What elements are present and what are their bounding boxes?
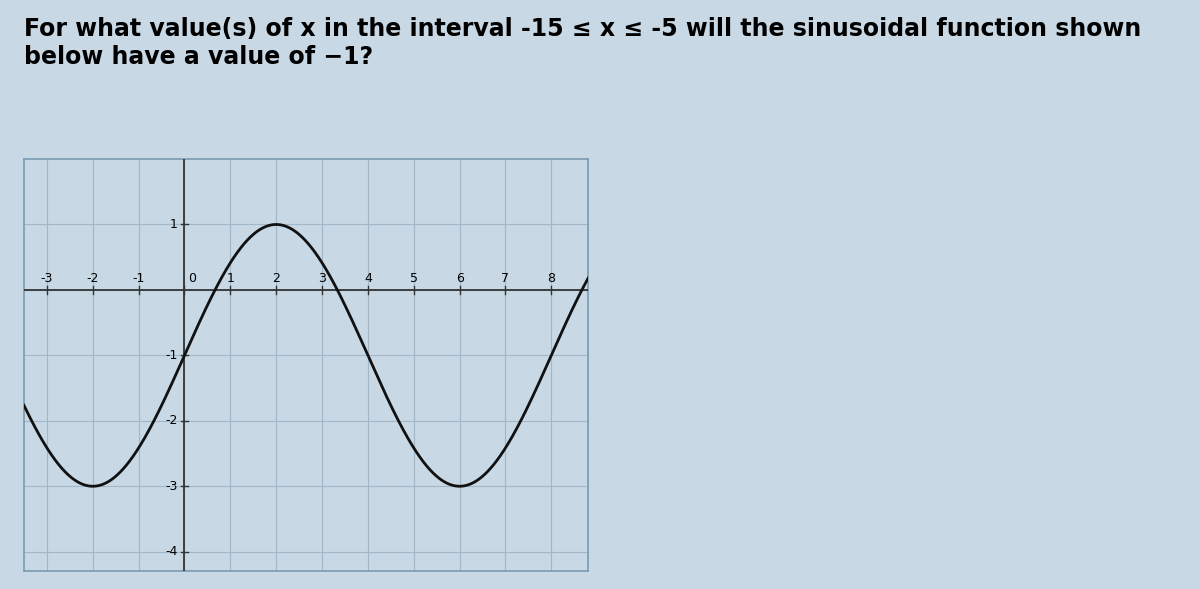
Text: 7: 7: [502, 272, 510, 285]
Text: 8: 8: [547, 272, 556, 285]
Text: 0: 0: [188, 272, 196, 284]
Text: -4: -4: [166, 545, 178, 558]
Text: -1: -1: [166, 349, 178, 362]
Text: For what value(s) of x in the interval -15 ≤ x ≤ -5 will the sinusoidal function: For what value(s) of x in the interval -…: [24, 17, 1141, 69]
Text: 4: 4: [364, 272, 372, 285]
Text: 1: 1: [227, 272, 234, 285]
Text: -2: -2: [86, 272, 98, 285]
Text: 2: 2: [272, 272, 280, 285]
Text: -2: -2: [166, 414, 178, 427]
Text: -1: -1: [132, 272, 145, 285]
Text: 1: 1: [169, 218, 178, 231]
Text: 5: 5: [409, 272, 418, 285]
Text: 3: 3: [318, 272, 326, 285]
Text: -3: -3: [166, 480, 178, 493]
Text: 6: 6: [456, 272, 463, 285]
Text: -3: -3: [41, 272, 53, 285]
